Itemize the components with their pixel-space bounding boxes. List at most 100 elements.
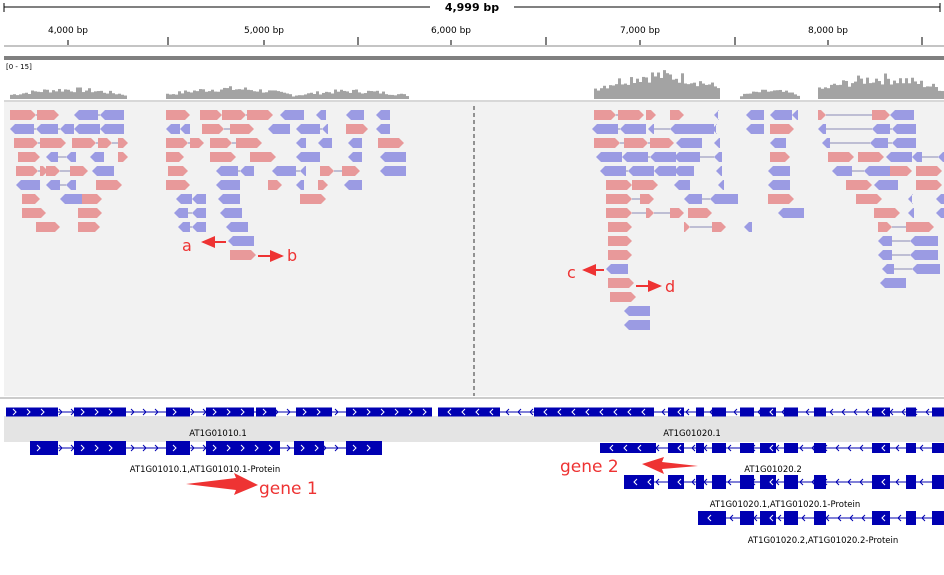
- read-segment[interactable]: [200, 110, 222, 120]
- read-segment[interactable]: [82, 194, 102, 204]
- read-segment[interactable]: [770, 138, 786, 148]
- read-segment[interactable]: [880, 278, 906, 288]
- exon[interactable]: [712, 443, 726, 453]
- read-segment[interactable]: [210, 138, 232, 148]
- read-segment[interactable]: [594, 138, 620, 148]
- read-segment[interactable]: [100, 124, 124, 134]
- exon[interactable]: [872, 475, 890, 489]
- exon[interactable]: [740, 443, 754, 453]
- read-segment[interactable]: [322, 124, 328, 134]
- exon[interactable]: [740, 511, 754, 525]
- read-segment[interactable]: [674, 180, 690, 190]
- read-segment[interactable]: [216, 180, 240, 190]
- exon[interactable]: [30, 441, 58, 455]
- read-segment[interactable]: [770, 110, 792, 120]
- read-segment[interactable]: [872, 124, 890, 134]
- read-segment[interactable]: [210, 152, 236, 162]
- read-segment[interactable]: [250, 152, 276, 162]
- read-segment[interactable]: [650, 138, 674, 148]
- exon[interactable]: [872, 443, 890, 453]
- read-segment[interactable]: [18, 152, 40, 162]
- read-segment[interactable]: [684, 222, 690, 232]
- read-segment[interactable]: [118, 152, 128, 162]
- exon[interactable]: [872, 511, 890, 525]
- read-segment[interactable]: [202, 124, 224, 134]
- read-segment[interactable]: [878, 222, 892, 232]
- read-segment[interactable]: [608, 222, 632, 232]
- read-segment[interactable]: [684, 194, 702, 204]
- read-segment[interactable]: [878, 250, 892, 260]
- read-segment[interactable]: [166, 152, 184, 162]
- read-segment[interactable]: [890, 110, 914, 120]
- read-segment[interactable]: [938, 152, 944, 162]
- read-segment[interactable]: [22, 194, 40, 204]
- exon[interactable]: [814, 511, 826, 525]
- read-segment[interactable]: [624, 320, 650, 330]
- read-segment[interactable]: [10, 110, 36, 120]
- read-segment[interactable]: [600, 166, 626, 176]
- read-segment[interactable]: [912, 152, 922, 162]
- read-segment[interactable]: [222, 110, 246, 120]
- read-segment[interactable]: [272, 166, 296, 176]
- read-segment[interactable]: [936, 208, 944, 218]
- read-segment[interactable]: [176, 194, 192, 204]
- read-segment[interactable]: [676, 138, 702, 148]
- read-segment[interactable]: [608, 278, 634, 288]
- read-segment[interactable]: [376, 110, 390, 120]
- read-segment[interactable]: [646, 208, 654, 218]
- read-segment[interactable]: [606, 264, 628, 274]
- read-segment[interactable]: [376, 124, 390, 134]
- read-segment[interactable]: [670, 124, 714, 134]
- read-segment[interactable]: [46, 180, 60, 190]
- read-segment[interactable]: [96, 180, 122, 190]
- read-segment[interactable]: [230, 124, 254, 134]
- read-segment[interactable]: [296, 180, 304, 190]
- read-segment[interactable]: [856, 194, 882, 204]
- read-segment[interactable]: [346, 110, 364, 120]
- read-segment[interactable]: [870, 138, 888, 148]
- read-segment[interactable]: [718, 180, 724, 190]
- read-segment[interactable]: [168, 166, 188, 176]
- read-segment[interactable]: [316, 110, 326, 120]
- read-segment[interactable]: [828, 152, 854, 162]
- read-segment[interactable]: [268, 180, 282, 190]
- read-segment[interactable]: [640, 194, 654, 204]
- read-segment[interactable]: [608, 250, 632, 260]
- read-segment[interactable]: [60, 194, 84, 204]
- read-segment[interactable]: [768, 180, 790, 190]
- read-segment[interactable]: [910, 236, 938, 246]
- exon[interactable]: [74, 407, 126, 417]
- read-segment[interactable]: [908, 208, 914, 218]
- read-segment[interactable]: [864, 166, 890, 176]
- read-segment[interactable]: [832, 166, 852, 176]
- exon[interactable]: [872, 407, 890, 417]
- read-segment[interactable]: [608, 236, 632, 246]
- read-segment[interactable]: [380, 166, 406, 176]
- exon[interactable]: [760, 443, 776, 453]
- exon[interactable]: [760, 475, 776, 489]
- read-segment[interactable]: [910, 250, 938, 260]
- read-segment[interactable]: [74, 110, 98, 120]
- read-segment[interactable]: [818, 124, 826, 134]
- read-segment[interactable]: [118, 138, 128, 148]
- read-segment[interactable]: [878, 236, 892, 246]
- read-segment[interactable]: [166, 180, 190, 190]
- exon[interactable]: [294, 441, 324, 455]
- read-segment[interactable]: [606, 208, 632, 218]
- exon[interactable]: [600, 443, 656, 453]
- exon[interactable]: [696, 475, 704, 489]
- read-segment[interactable]: [348, 152, 362, 162]
- exon[interactable]: [906, 443, 916, 453]
- read-segment[interactable]: [912, 264, 940, 274]
- exon[interactable]: [932, 443, 944, 453]
- read-segment[interactable]: [344, 180, 362, 190]
- exon[interactable]: [206, 441, 280, 455]
- read-segment[interactable]: [746, 110, 764, 120]
- read-segment[interactable]: [714, 152, 722, 162]
- read-segment[interactable]: [318, 138, 332, 148]
- exon[interactable]: [624, 475, 654, 489]
- read-segment[interactable]: [378, 138, 404, 148]
- exon[interactable]: [740, 407, 754, 417]
- read-segment[interactable]: [37, 110, 59, 120]
- read-segment[interactable]: [166, 110, 190, 120]
